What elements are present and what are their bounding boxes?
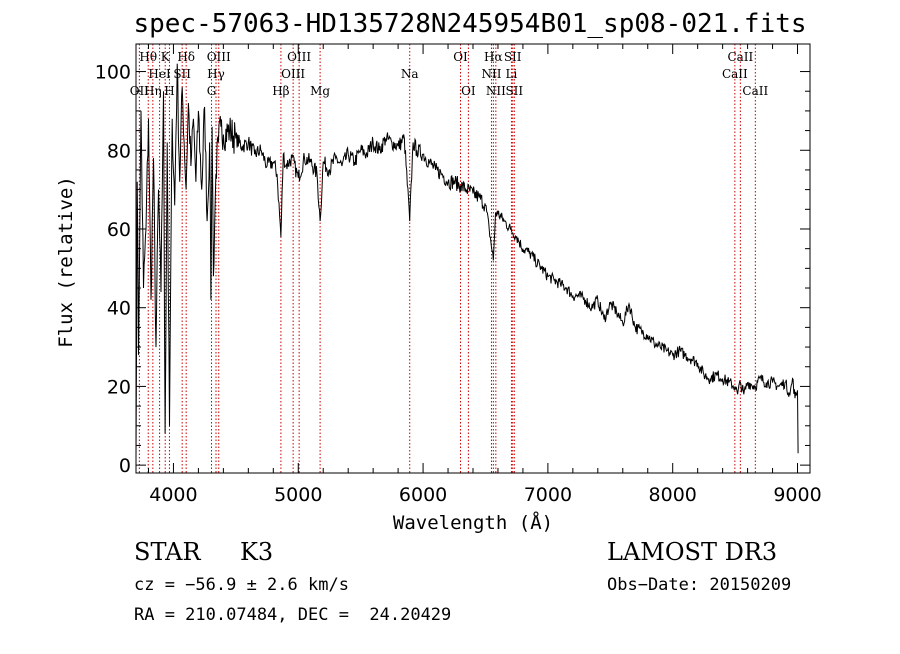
line-label: OI bbox=[453, 50, 468, 64]
line-label: Na bbox=[401, 67, 419, 81]
spectral-subclass: K3 bbox=[240, 538, 273, 566]
line-label: SII bbox=[173, 67, 191, 81]
line-label: HeI bbox=[148, 67, 171, 81]
line-label: OIII bbox=[207, 50, 231, 64]
line-label: CaII bbox=[727, 50, 753, 64]
line-label: Hδ bbox=[177, 50, 195, 64]
x-tick-label: 7000 bbox=[524, 484, 572, 506]
line-label: Hθ bbox=[139, 50, 157, 64]
emission-line-markers bbox=[138, 44, 756, 473]
line-label: NII bbox=[486, 84, 506, 98]
y-tick-label: 80 bbox=[107, 140, 131, 162]
obs-date: Obs−Date: 20150209 bbox=[607, 575, 791, 595]
y-axis-label: Flux (relative) bbox=[55, 176, 77, 348]
line-label: CaII bbox=[722, 67, 748, 81]
chart-title: spec-57063-HD135728N245954B01_sp08-021.f… bbox=[133, 9, 806, 39]
x-tick-label: 8000 bbox=[649, 484, 697, 506]
x-axis-label: Wavelength (Å) bbox=[393, 511, 553, 534]
line-label: NII bbox=[481, 67, 501, 81]
line-label: SII bbox=[505, 84, 523, 98]
x-tick-label: 4000 bbox=[149, 484, 197, 506]
line-label: Hα bbox=[484, 50, 503, 64]
y-tick-label: 60 bbox=[107, 219, 131, 241]
line-label: Mg bbox=[310, 84, 330, 98]
y-tick-label: 20 bbox=[107, 376, 131, 398]
plot-frame bbox=[135, 43, 811, 474]
line-label: H bbox=[164, 84, 174, 98]
line-label: OIII bbox=[281, 67, 305, 81]
line-label: Hη bbox=[144, 84, 162, 98]
coordinates: RA = 210.07484, DEC = 24.20429 bbox=[134, 605, 451, 625]
x-tick-label: 5000 bbox=[274, 484, 322, 506]
x-tick-label: 6000 bbox=[399, 484, 447, 506]
spectrum-line bbox=[135, 63, 799, 458]
line-label: Li bbox=[506, 67, 518, 81]
line-label: Hβ bbox=[272, 84, 289, 98]
line-label: OI bbox=[461, 84, 476, 98]
y-tick-label: 100 bbox=[95, 62, 131, 84]
axis-ticks: 4000 5000 6000 7000 8000 9000 0 20 40 60 80 100 bbox=[95, 44, 822, 506]
object-type: STAR bbox=[134, 538, 201, 566]
y-tick-label: 40 bbox=[107, 298, 131, 320]
x-tick-label: 9000 bbox=[773, 484, 821, 506]
y-tick-label: 0 bbox=[119, 455, 131, 477]
line-label: Hγ bbox=[207, 67, 225, 81]
line-label: CaII bbox=[742, 84, 768, 98]
survey-name: LAMOST DR3 bbox=[607, 538, 777, 566]
line-label: K bbox=[161, 50, 171, 64]
line-label: SII bbox=[504, 50, 522, 64]
line-label: OIII bbox=[287, 50, 311, 64]
redshift-text: cz = −56.9 ± 2.6 km/s bbox=[134, 575, 349, 595]
line-label: G bbox=[207, 84, 217, 98]
